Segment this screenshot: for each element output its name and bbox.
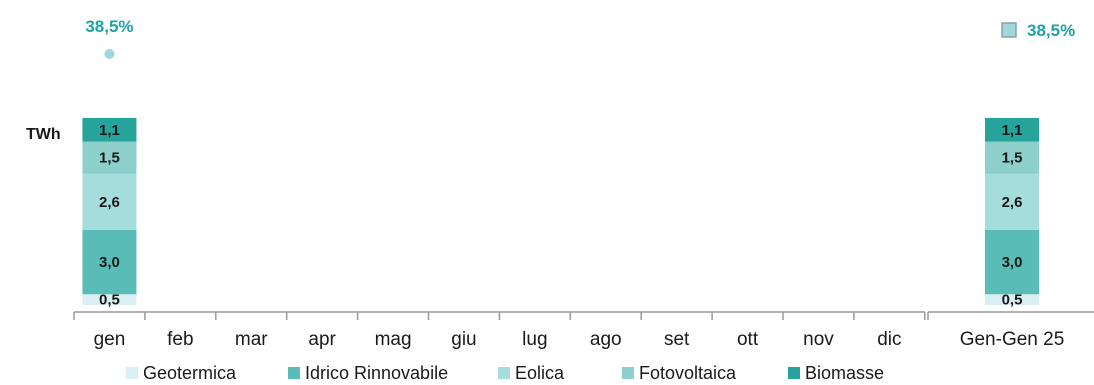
legend-label-idrico-rinnovabile: Idrico Rinnovabile (305, 363, 448, 383)
category-label-feb: feb (167, 329, 193, 350)
value-label-gen-eolica: 2,6 (99, 194, 120, 211)
x-axis (73, 311, 1094, 320)
category-label-set: set (664, 329, 690, 350)
bar-gen-idrico-rinnovabile (82, 229, 137, 295)
bar-gen-eolica (82, 173, 137, 230)
bar-gen-biomasse (82, 117, 137, 142)
category-labels-layer: gen feb mar apr mag giu lug ago set ott nov dic Gen-… (94, 329, 1065, 350)
legend-label-geotermica: Geotermica (143, 363, 237, 383)
value-label-summary-idrico-rinnovabile: 3,0 (1002, 254, 1023, 271)
category-label-lug: lug (522, 329, 547, 350)
bar-gen-geotermica (82, 294, 137, 305)
bar-summary-idrico-rinnovabile (985, 229, 1039, 295)
y-unit-label: TWh (26, 126, 61, 143)
share-markers-layer: 38,5% 38,5% (85, 17, 1075, 59)
category-label-gen-gen-25: Gen-Gen 25 (960, 329, 1065, 350)
bar-summary-geotermica (985, 294, 1039, 305)
category-label-mar: mar (235, 329, 268, 350)
value-label-gen-idrico-rinnovabile: 3,0 (99, 254, 120, 271)
bar-gen-fotovoltaica (82, 141, 137, 174)
legend-swatch-idrico-rinnovabile (288, 367, 300, 379)
category-label-gen: gen (94, 329, 126, 350)
category-label-ago: ago (590, 329, 622, 350)
value-label-summary-fotovoltaica: 1,5 (1002, 150, 1023, 167)
bars-layer (82, 117, 1039, 305)
share-label-summary: 38,5% (1027, 21, 1075, 40)
legend-label-eolica: Eolica (515, 363, 565, 383)
legend-label-fotovoltaica: Fotovoltaica (639, 363, 737, 383)
value-label-gen-biomasse: 1,1 (99, 122, 120, 139)
value-label-gen-geotermica: 0,5 (99, 292, 120, 309)
bar-summary-eolica (985, 173, 1039, 230)
category-label-dic: dic (877, 329, 901, 350)
legend: Geotermica Idrico Rinnovabile Eolica Fotovo… (126, 363, 884, 383)
value-label-summary-eolica: 2,6 (1002, 194, 1023, 211)
category-label-mag: mag (375, 329, 412, 350)
legend-swatch-biomasse (788, 367, 800, 379)
legend-swatch-geotermica (126, 367, 138, 379)
value-label-summary-geotermica: 0,5 (1002, 292, 1023, 309)
legend-swatch-fotovoltaica (622, 367, 634, 379)
category-label-apr: apr (308, 329, 336, 350)
category-label-nov: nov (803, 329, 834, 350)
category-label-ott: ott (737, 329, 759, 350)
segment-labels-layer: 0,5 3,0 2,6 1,5 1,1 0,5 3,0 2,6 1,5 1,1 (99, 122, 1022, 309)
legend-label-biomasse: Biomasse (805, 363, 884, 383)
category-label-giu: giu (451, 329, 476, 350)
value-label-gen-fotovoltaica: 1,5 (99, 150, 120, 167)
share-marker-summary (1001, 22, 1017, 38)
share-label-gen: 38,5% (85, 17, 133, 36)
bar-summary-fotovoltaica (985, 141, 1039, 174)
value-label-summary-biomasse: 1,1 (1002, 122, 1023, 139)
legend-swatch-eolica (498, 367, 510, 379)
bar-summary-biomasse (985, 117, 1039, 142)
share-marker-gen (104, 49, 115, 59)
